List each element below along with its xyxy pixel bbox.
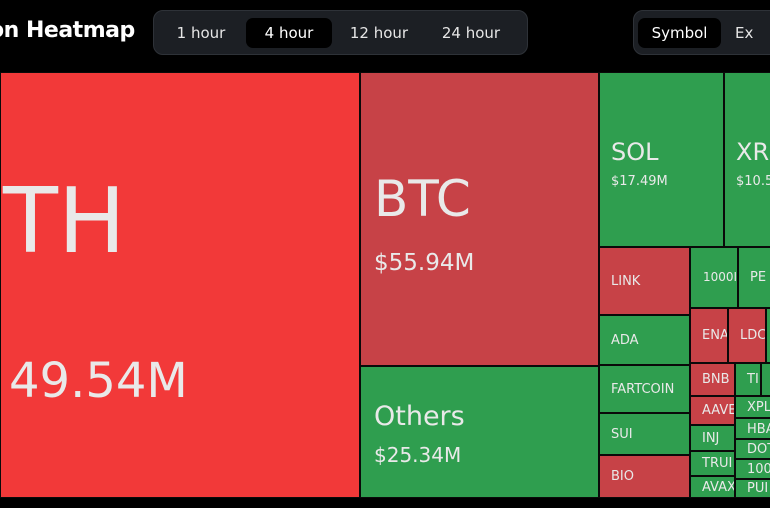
tile-avax-symbol: AVAX xyxy=(702,480,735,495)
tile-ti-symbol: TI xyxy=(747,372,759,387)
tile-ada[interactable]: ADA xyxy=(599,315,690,365)
heatmap: TH 49.54M BTC $55.94M Others $25.34M SOL… xyxy=(0,72,770,498)
tile-inj-symbol: INJ xyxy=(702,431,720,446)
tile-inj[interactable]: INJ xyxy=(690,425,735,451)
tile-ldo[interactable]: LDC xyxy=(728,308,766,363)
tile-pe[interactable]: PE xyxy=(738,247,770,308)
tile-others[interactable]: Others $25.34M xyxy=(360,366,599,498)
tile-ena-symbol: ENA xyxy=(702,328,728,343)
tile-1000-symbol: 1000I xyxy=(703,270,738,284)
tile-pum-symbol: PUI xyxy=(747,481,769,496)
tile-sui-symbol: SUI xyxy=(611,427,633,442)
tile-dot-symbol: DOT xyxy=(747,442,770,457)
tile-xrp-value: $10.5 xyxy=(736,174,770,189)
tile-link-symbol: LINK xyxy=(611,274,641,289)
tile-ena[interactable]: ENA xyxy=(690,308,728,363)
tile-btc-value: $55.94M xyxy=(374,250,475,276)
tile-ldo-symbol: LDC xyxy=(740,328,766,343)
tab-12-hour[interactable]: 12 hour xyxy=(349,23,409,42)
tile-unlabeled-2[interactable] xyxy=(761,363,770,396)
tile-dot[interactable]: DOT xyxy=(735,439,770,459)
tile-xrp-symbol: XRI xyxy=(736,138,770,166)
tile-link[interactable]: LINK xyxy=(599,247,690,315)
tile-aave-symbol: AAVE xyxy=(702,403,735,418)
tile-bnb-symbol: BNB xyxy=(702,372,730,387)
tile-100[interactable]: 100 xyxy=(735,459,770,479)
tile-sol-value: $17.49M xyxy=(611,174,668,189)
tile-fartcoin[interactable]: FARTCOIN xyxy=(599,365,690,413)
tile-hba-symbol: HBA xyxy=(747,422,770,437)
tile-ti[interactable]: TI xyxy=(735,363,761,396)
tab-1-hour[interactable]: 1 hour xyxy=(176,23,226,42)
tile-xpl-symbol: XPL xyxy=(747,400,770,415)
tile-fartcoin-symbol: FARTCOIN xyxy=(611,382,675,397)
tile-xpl[interactable]: XPL xyxy=(735,396,770,418)
tile-1000[interactable]: 1000I xyxy=(690,247,738,308)
tab-exchange[interactable]: Ex xyxy=(735,23,754,42)
tile-btc-symbol: BTC xyxy=(374,170,471,228)
tile-aave[interactable]: AAVE xyxy=(690,396,735,425)
tab-24-hour[interactable]: 24 hour xyxy=(441,23,501,42)
tile-eth-symbol: TH xyxy=(3,169,126,274)
tile-bio-symbol: BIO xyxy=(611,469,634,484)
view-mode-selector: Symbol Ex xyxy=(633,10,770,55)
page-title: tion Heatmap xyxy=(0,18,135,43)
tile-sui[interactable]: SUI xyxy=(599,413,690,455)
tile-pe-symbol: PE xyxy=(750,270,767,285)
tile-sol[interactable]: SOL $17.49M xyxy=(599,72,724,247)
tile-ada-symbol: ADA xyxy=(611,333,639,348)
tile-eth[interactable]: TH 49.54M xyxy=(0,72,360,498)
tile-bio[interactable]: BIO xyxy=(599,455,690,498)
tile-btc[interactable]: BTC $55.94M xyxy=(360,72,599,366)
tile-others-symbol: Others xyxy=(374,401,465,432)
tile-unlabeled-1[interactable] xyxy=(766,308,770,363)
tile-trump-symbol: TRUI xyxy=(702,456,733,471)
tile-bnb[interactable]: BNB xyxy=(690,363,735,396)
tile-avax[interactable]: AVAX xyxy=(690,476,735,498)
tile-pum[interactable]: PUI xyxy=(735,479,770,498)
tile-hba[interactable]: HBA xyxy=(735,418,770,439)
tile-others-value: $25.34M xyxy=(374,443,462,467)
tab-4-hour[interactable]: 4 hour xyxy=(246,17,332,48)
tile-trump[interactable]: TRUI xyxy=(690,451,735,476)
tab-symbol[interactable]: Symbol xyxy=(638,17,722,48)
tile-100-symbol: 100 xyxy=(747,462,770,477)
tile-xrp[interactable]: XRI $10.5 xyxy=(724,72,770,247)
time-range-selector: 1 hour 4 hour 12 hour 24 hour xyxy=(153,10,528,55)
tile-eth-value: 49.54M xyxy=(9,353,188,409)
tile-sol-symbol: SOL xyxy=(611,138,659,166)
